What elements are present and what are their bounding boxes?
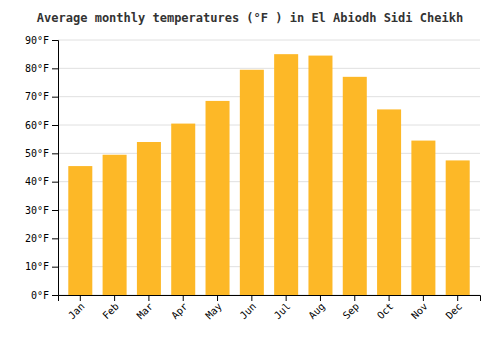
bar xyxy=(411,141,435,295)
x-tick-label: Nov xyxy=(409,301,430,322)
chart-title: Average monthly temperatures (°F ) in El… xyxy=(37,11,463,25)
y-tick-mark xyxy=(52,238,58,239)
y-axis: 0°F 10°F 20°F 30°F 40°F 50°F 60°F 70°F 80°F 90°F xyxy=(25,35,59,301)
x-tick: Oct xyxy=(375,295,396,321)
y-tick: 30°F xyxy=(25,205,58,216)
x-tick-label: May xyxy=(203,301,224,322)
x-tick-mark xyxy=(389,295,390,301)
x-tick-mark xyxy=(320,295,321,301)
y-tick-label: 20°F xyxy=(25,233,49,244)
x-tick-label: Aug xyxy=(306,301,327,322)
x-tick: Apr xyxy=(169,295,190,321)
x-tick: Sep xyxy=(341,295,362,321)
y-tick: 90°F xyxy=(25,35,58,46)
bar xyxy=(206,101,230,295)
y-tick-label: 90°F xyxy=(25,35,49,46)
y-tick: 50°F xyxy=(25,148,58,159)
bar xyxy=(137,142,161,295)
x-tick-mark xyxy=(423,295,424,301)
y-tick-mark xyxy=(52,68,58,69)
bar xyxy=(446,160,470,295)
y-tick-mark xyxy=(52,267,58,268)
y-tick: 20°F xyxy=(25,233,58,244)
x-tick-mark xyxy=(148,295,149,301)
y-tick: 80°F xyxy=(25,63,58,74)
y-tick: 60°F xyxy=(25,120,58,131)
bar xyxy=(343,77,367,295)
x-tick: Nov xyxy=(409,295,430,321)
x-tick: Aug xyxy=(306,295,327,321)
bar xyxy=(240,70,264,295)
y-tick-mark xyxy=(52,153,58,154)
x-tick-label: Jun xyxy=(238,301,259,322)
x-tick-label: Sep xyxy=(341,301,362,322)
y-tick-mark xyxy=(52,125,58,126)
bar xyxy=(274,54,298,295)
x-tick-mark xyxy=(114,295,115,301)
x-tick-label: Jan xyxy=(66,301,87,322)
x-tick-mark xyxy=(251,295,252,301)
x-axis-line xyxy=(59,296,481,302)
y-axis-line xyxy=(52,41,59,296)
grid xyxy=(58,40,480,295)
x-tick: May xyxy=(203,295,224,321)
y-tick-label: 80°F xyxy=(25,63,49,74)
chart-svg: Average monthly temperatures (°F ) in El… xyxy=(0,0,500,350)
y-tick-label: 70°F xyxy=(25,91,49,102)
y-tick-mark xyxy=(52,210,58,211)
y-tick-mark xyxy=(52,97,58,98)
x-axis: Jan Feb Mar Apr May Jun Jul Aug Sep Oct Nov Dec xyxy=(59,295,481,321)
y-tick: 70°F xyxy=(25,91,58,102)
y-tick-label: 0°F xyxy=(31,290,49,301)
x-tick-mark xyxy=(457,295,458,301)
y-tick-mark xyxy=(52,182,58,183)
bar xyxy=(103,155,127,295)
x-tick-label: Feb xyxy=(100,301,121,322)
x-tick-label: Oct xyxy=(375,301,396,322)
chart-container: Average monthly temperatures (°F ) in El… xyxy=(0,0,500,350)
x-tick: Jul xyxy=(272,295,293,321)
y-tick: 40°F xyxy=(25,176,58,187)
x-tick-label: Mar xyxy=(135,301,156,322)
x-tick-mark xyxy=(286,295,287,301)
x-tick-mark xyxy=(354,295,355,301)
y-tick-label: 10°F xyxy=(25,261,49,272)
bar xyxy=(68,166,92,295)
x-tick-mark xyxy=(183,295,184,301)
plot-area: 0°F 10°F 20°F 30°F 40°F 50°F 60°F 70°F 80°F 90°F J… xyxy=(25,35,481,322)
bar xyxy=(308,56,332,295)
x-tick-label: Apr xyxy=(169,301,190,322)
x-tick-label: Dec xyxy=(444,301,465,322)
y-tick-mark xyxy=(52,295,58,296)
x-tick: Mar xyxy=(135,295,156,321)
y-tick-label: 50°F xyxy=(25,148,49,159)
x-tick: Feb xyxy=(100,295,121,321)
grid-line xyxy=(58,68,480,69)
grid-line xyxy=(58,96,480,97)
y-tick-label: 60°F xyxy=(25,120,49,131)
y-tick-label: 40°F xyxy=(25,176,49,187)
y-tick-label: 30°F xyxy=(25,205,49,216)
y-tick: 0°F xyxy=(31,290,58,301)
grid-line xyxy=(58,40,480,41)
grid-line xyxy=(58,125,480,126)
bar xyxy=(377,109,401,295)
x-tick: Jun xyxy=(238,295,259,321)
bars xyxy=(68,54,469,295)
y-tick: 10°F xyxy=(25,261,58,272)
x-tick-label: Jul xyxy=(272,301,293,322)
y-tick-mark xyxy=(52,40,58,41)
x-tick-mark xyxy=(217,295,218,301)
bar xyxy=(171,124,195,295)
x-tick-mark xyxy=(80,295,81,301)
x-tick: Jan xyxy=(66,295,87,321)
x-tick: Dec xyxy=(444,295,465,321)
